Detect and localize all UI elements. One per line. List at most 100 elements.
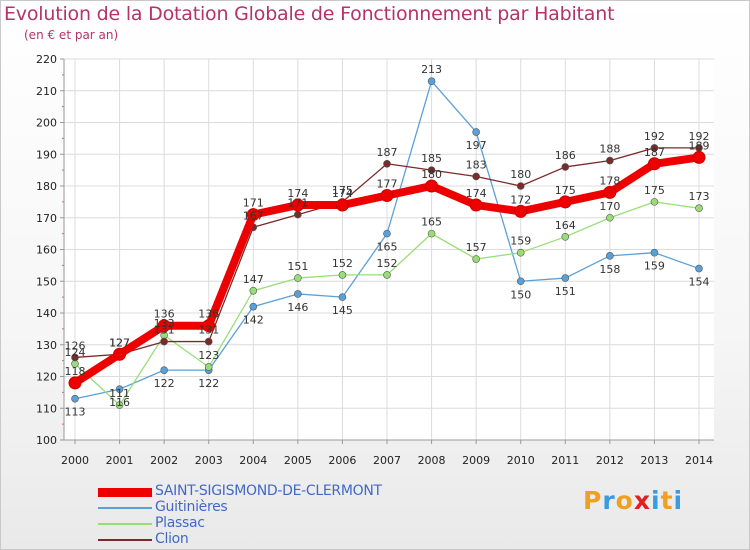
- data-point: [383, 229, 391, 238]
- data-point: [650, 248, 659, 257]
- data-label: 180: [421, 168, 442, 181]
- data-label: 151: [555, 285, 576, 298]
- data-point: [291, 198, 305, 212]
- data-label: 136: [154, 308, 175, 321]
- data-label: 123: [198, 349, 219, 362]
- data-point: [115, 385, 124, 394]
- logo-letter: P: [583, 486, 603, 515]
- x-tick-label: 2009: [462, 454, 490, 467]
- y-tick-label: 160: [36, 244, 57, 257]
- legend-swatch: [98, 523, 152, 525]
- data-label: 131: [198, 324, 219, 337]
- data-label: 165: [421, 216, 442, 229]
- data-label: 111: [109, 387, 130, 400]
- logo-letter: r: [602, 486, 616, 515]
- data-point: [606, 213, 614, 222]
- legend-label: Clion: [155, 531, 189, 547]
- data-label: 180: [510, 168, 531, 181]
- data-label: 142: [243, 314, 264, 327]
- y-tick-label: 210: [36, 85, 57, 98]
- x-tick-label: 2010: [507, 454, 535, 467]
- y-tick-label: 220: [36, 53, 57, 66]
- data-label: 172: [510, 193, 531, 206]
- data-label: 145: [332, 304, 353, 317]
- data-label: 118: [65, 365, 86, 378]
- data-point: [113, 347, 127, 361]
- x-tick-label: 2012: [596, 454, 624, 467]
- y-tick-label: 170: [36, 212, 57, 225]
- data-point: [425, 179, 439, 193]
- data-label: 177: [377, 178, 398, 191]
- x-tick-label: 2014: [685, 454, 713, 467]
- y-tick-label: 140: [36, 307, 57, 320]
- data-label: 175: [555, 184, 576, 197]
- data-label: 175: [332, 184, 353, 197]
- data-label: 146: [287, 301, 308, 314]
- data-label: 192: [689, 130, 710, 143]
- data-label: 175: [644, 184, 665, 197]
- data-point: [71, 394, 79, 403]
- data-label: 171: [287, 197, 308, 210]
- data-point: [246, 208, 260, 222]
- data-point: [472, 172, 480, 181]
- proxiti-logo: Proxiti: [583, 486, 683, 515]
- data-point: [427, 166, 436, 174]
- data-point: [335, 198, 349, 212]
- data-point: [383, 159, 391, 168]
- data-point: [383, 271, 391, 279]
- y-tick-label: 190: [36, 148, 57, 161]
- data-label: 122: [198, 377, 219, 390]
- data-label: 152: [332, 257, 353, 270]
- x-tick-label: 2007: [373, 454, 401, 467]
- data-label: 152: [377, 257, 398, 270]
- data-point: [558, 195, 572, 209]
- data-label: 174: [287, 187, 308, 200]
- data-label: 158: [599, 263, 620, 276]
- data-label: 174: [332, 187, 353, 200]
- data-point: [469, 198, 483, 212]
- data-label: 187: [377, 146, 398, 159]
- logo-letter: x: [633, 486, 651, 515]
- data-label: 171: [243, 197, 264, 210]
- data-point: [249, 302, 258, 311]
- data-label: 159: [510, 235, 531, 248]
- x-tick-label: 2013: [640, 454, 668, 467]
- data-point: [427, 77, 436, 86]
- chart-subtitle: (en € et par an): [24, 28, 119, 42]
- data-label: 187: [644, 146, 665, 159]
- data-label: 173: [689, 190, 710, 203]
- data-label: 133: [154, 317, 175, 330]
- x-tick-label: 2003: [195, 454, 223, 467]
- legend-label: Guitinières: [155, 499, 228, 515]
- data-label: 167: [243, 209, 264, 222]
- data-label: 174: [466, 187, 487, 200]
- x-tick-label: 2001: [106, 454, 134, 467]
- data-point: [516, 182, 525, 190]
- data-label: 127: [109, 336, 130, 349]
- data-label: 131: [154, 324, 175, 337]
- data-point: [338, 293, 347, 301]
- data-point: [606, 156, 614, 165]
- data-label: 136: [198, 308, 219, 321]
- data-point: [160, 337, 168, 346]
- data-label: 213: [421, 63, 442, 76]
- legend-label: Plassac: [155, 515, 205, 531]
- y-tick-label: 110: [36, 402, 57, 415]
- data-point: [160, 366, 168, 374]
- data-point: [157, 319, 171, 333]
- data-label: 122: [154, 377, 175, 390]
- data-point: [472, 255, 480, 263]
- legend-swatch: [98, 507, 152, 509]
- data-point: [380, 189, 394, 203]
- y-tick-label: 100: [36, 434, 57, 447]
- data-label: 157: [466, 241, 487, 254]
- data-label: 165: [377, 241, 398, 254]
- x-tick-label: 2008: [418, 454, 446, 467]
- data-point: [294, 290, 302, 298]
- data-point: [650, 198, 659, 206]
- data-point: [427, 229, 436, 238]
- x-tick-label: 2000: [61, 454, 89, 467]
- data-label: 147: [243, 273, 264, 286]
- data-point: [516, 248, 525, 257]
